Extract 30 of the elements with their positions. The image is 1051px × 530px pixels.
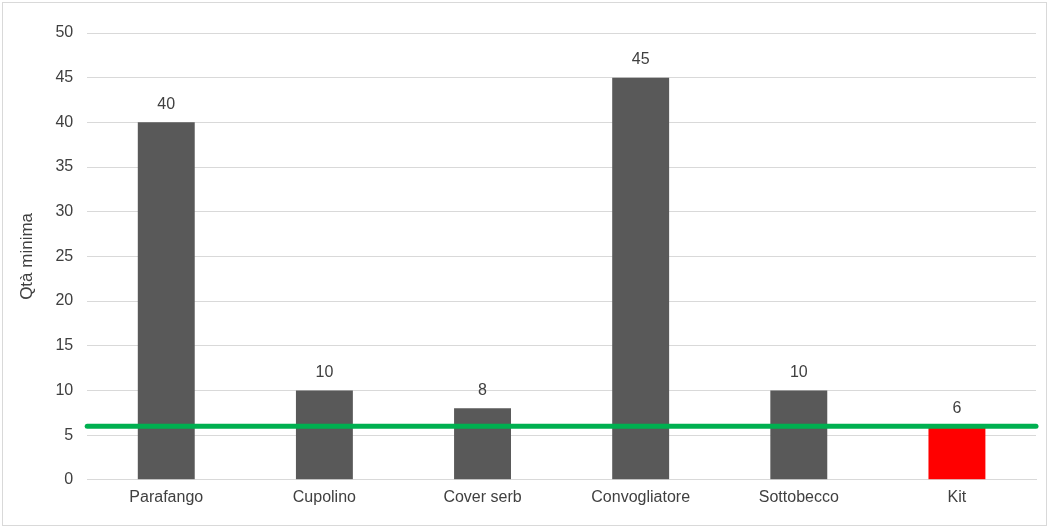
y-tick-label: 30 [55, 202, 74, 220]
y-tick-label: 45 [55, 68, 74, 86]
y-tick-label: 25 [55, 246, 74, 264]
bar [770, 390, 828, 480]
bar [137, 122, 195, 480]
y-tick-label: 0 [64, 470, 74, 488]
x-tick-label: Cupolino [292, 487, 357, 505]
y-tick-label: 10 [55, 380, 74, 398]
data-label: 8 [478, 380, 488, 398]
data-label: 10 [315, 362, 334, 380]
bar [928, 426, 986, 480]
bar [454, 408, 511, 480]
y-tick-label: 35 [55, 157, 74, 175]
y-tick-label: 40 [55, 112, 74, 130]
x-tick-label: Parafango [129, 487, 204, 505]
x-tick-label: Sottobecco [758, 487, 839, 505]
bar [612, 77, 670, 480]
y-axis-title: Qtà minima [16, 212, 36, 300]
bar [295, 390, 353, 480]
data-label: 40 [157, 94, 176, 112]
x-tick-label: Cover serb [443, 487, 522, 505]
y-tick-label: 20 [55, 291, 74, 309]
data-label: 10 [789, 362, 808, 380]
y-tick-label: 5 [64, 425, 74, 443]
data-label: 45 [631, 50, 650, 68]
data-label: 6 [952, 398, 962, 416]
x-tick-label: Kit [947, 487, 967, 505]
x-tick-label: Convogliatore [591, 487, 691, 505]
y-tick-label: 50 [55, 23, 74, 41]
y-tick-label: 15 [55, 336, 74, 354]
